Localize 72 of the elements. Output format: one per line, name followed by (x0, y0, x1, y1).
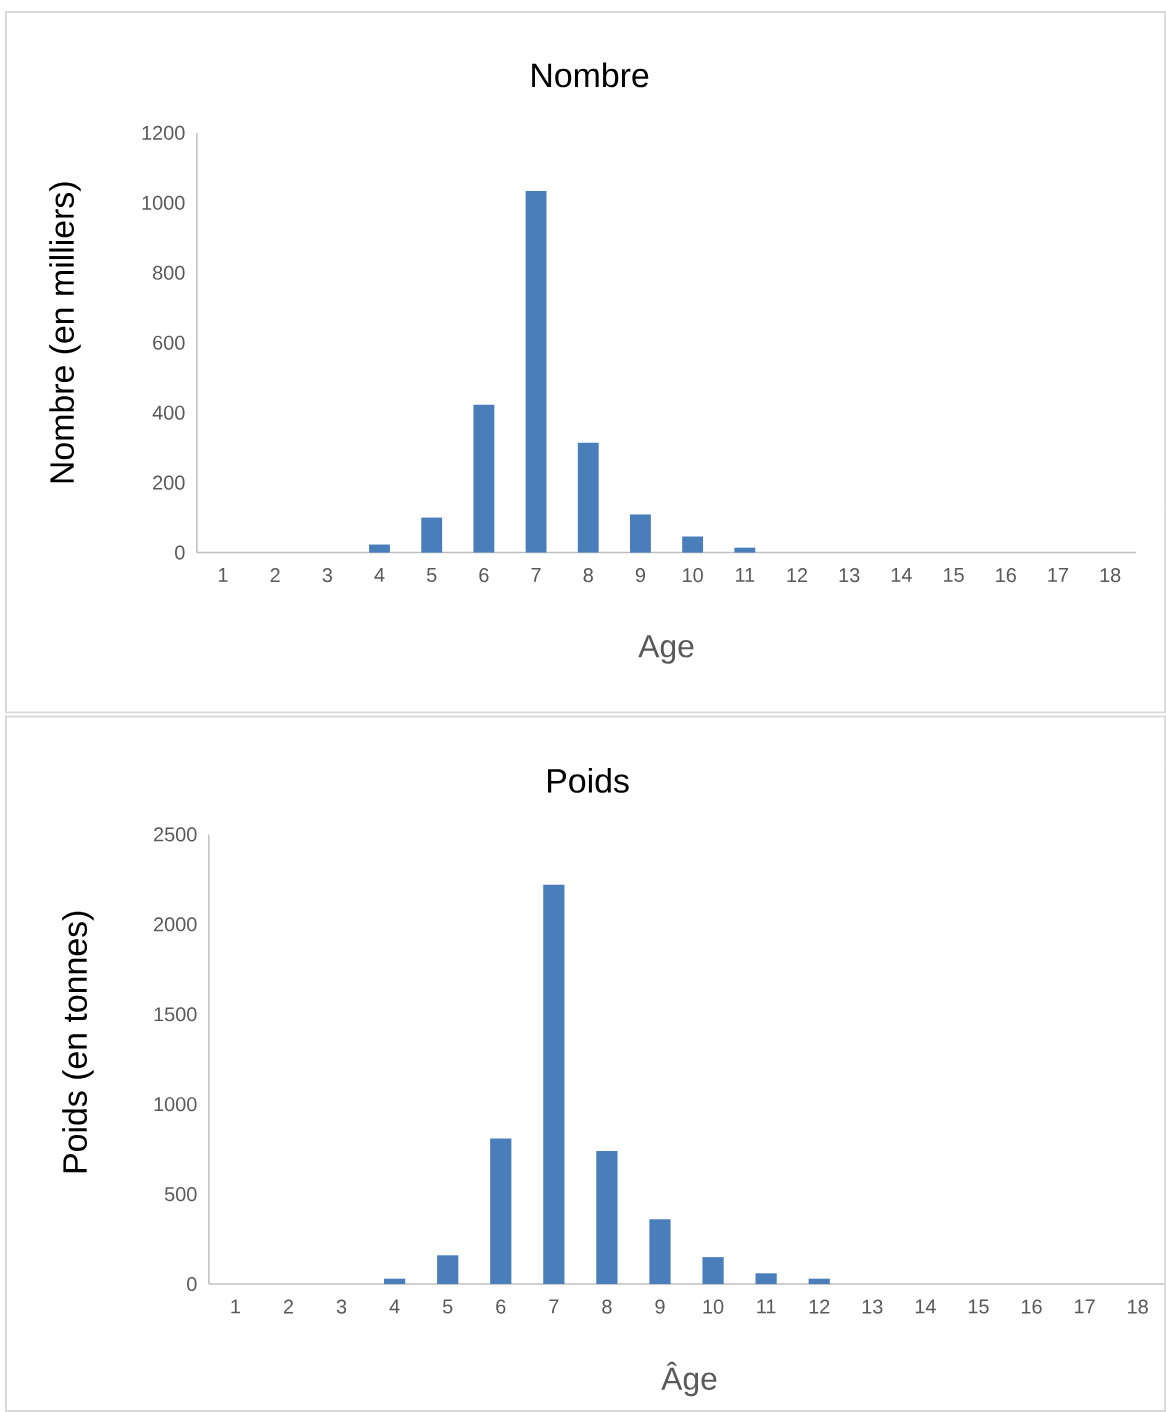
x-tick-label: 8 (583, 568, 593, 583)
x-tick-label: 13 (839, 568, 860, 583)
y-tick-label: 1000 (154, 1097, 197, 1112)
x-tick-label: 1 (231, 1299, 240, 1314)
y-tick-label: 2500 (153, 827, 197, 842)
x-tick-label: 5 (442, 1299, 453, 1314)
x-tick-label: 4 (389, 1299, 400, 1314)
x-tick-label: 12 (787, 568, 807, 582)
bar (649, 1219, 671, 1285)
chart-title: Nombre (532, 62, 649, 88)
x-tick-label: 14 (915, 1299, 936, 1314)
x-tick-label: 6 (496, 1299, 506, 1314)
x-tick-label: 8 (602, 1299, 612, 1314)
x-tick-label: 18 (1128, 1299, 1148, 1314)
y-axis-title: Nombre (en milliers) (49, 182, 81, 483)
y-tick-label: 1200 (142, 125, 185, 140)
y-axis-title: Poids (en tonnes) (62, 911, 94, 1173)
y-tick-label: 2000 (153, 917, 197, 932)
y-tick-label: 200 (153, 475, 185, 490)
x-tick-label: 2 (270, 568, 280, 582)
x-tick-label: 14 (891, 568, 912, 582)
x-tick-label: 13 (862, 1299, 883, 1314)
bar (577, 442, 599, 553)
x-tick-label: 1 (218, 568, 228, 582)
x-tick-label: 15 (943, 568, 964, 582)
y-tick-label: 0 (174, 545, 185, 560)
x-tick-label: 3 (336, 1299, 347, 1314)
bar (629, 514, 651, 553)
bar (437, 1255, 459, 1285)
x-tick-label: 12 (809, 1299, 830, 1314)
bar (421, 517, 443, 553)
bar (702, 1257, 724, 1285)
x-tick-label: 7 (549, 1299, 559, 1314)
x-tick-label: 15 (968, 1299, 989, 1314)
y-tick-label: 400 (152, 405, 185, 420)
y-tick-label: 600 (153, 335, 185, 350)
x-tick-label: 17 (1048, 568, 1068, 582)
bar (473, 404, 495, 553)
bar (596, 1150, 618, 1285)
x-tick-label: 10 (682, 568, 703, 583)
bar (525, 190, 547, 553)
x-tick-label: 3 (322, 568, 332, 583)
x-tick-label: 10 (703, 1299, 724, 1314)
bar (808, 1278, 830, 1285)
bar (383, 1278, 406, 1285)
x-tick-label: 11 (757, 1299, 776, 1314)
x-tick-label: 6 (479, 568, 489, 583)
x-tick-label: 7 (531, 568, 541, 582)
x-axis-title: Âge (661, 1361, 717, 1397)
bar (734, 547, 756, 553)
y-tick-label: 800 (152, 265, 185, 280)
x-tick-label: 9 (655, 1299, 665, 1314)
y-tick-label: 500 (164, 1187, 197, 1202)
bar (369, 544, 390, 553)
x-tick-label: 4 (374, 568, 385, 582)
x-tick-label: 9 (635, 568, 645, 583)
x-tick-label: 18 (1100, 568, 1121, 583)
y-tick-label: 1500 (154, 1007, 197, 1022)
bar (682, 536, 703, 553)
bar (490, 1138, 512, 1285)
x-tick-label: 2 (283, 1299, 293, 1314)
x-tick-label: 5 (426, 568, 437, 582)
x-tick-label: 17 (1074, 1299, 1095, 1314)
x-axis-title: Age (638, 635, 694, 664)
y-tick-label: 1000 (142, 195, 185, 210)
bar (543, 884, 565, 1285)
x-tick-label: 16 (1021, 1299, 1042, 1314)
x-tick-label: 16 (996, 568, 1016, 583)
x-tick-label: 11 (735, 568, 755, 582)
y-tick-label: 0 (186, 1277, 197, 1292)
bar (755, 1273, 777, 1285)
chart-title: Poids (547, 768, 629, 793)
